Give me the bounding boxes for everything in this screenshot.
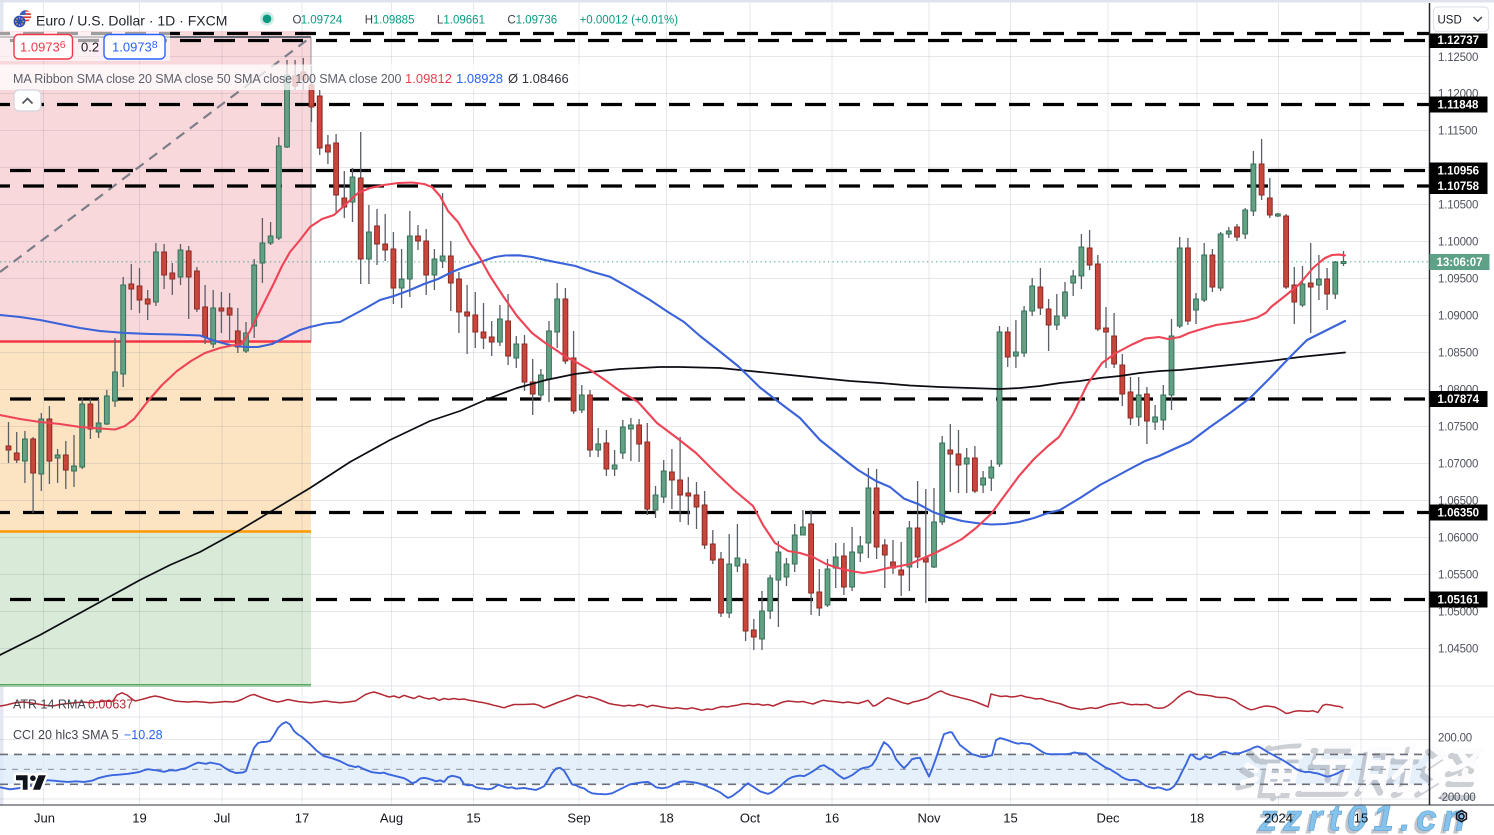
svg-text:Nov: Nov bbox=[917, 811, 941, 826]
svg-text:1.07874: 1.07874 bbox=[1438, 394, 1480, 406]
svg-text:Ø 1.08466: Ø 1.08466 bbox=[508, 71, 569, 86]
svg-text:CCI 20 hlc3 SMA 5: CCI 20 hlc3 SMA 5 bbox=[13, 728, 119, 742]
svg-text:15: 15 bbox=[466, 811, 480, 826]
svg-text:1.12500: 1.12500 bbox=[1438, 52, 1478, 64]
svg-text:1.06350: 1.06350 bbox=[1438, 508, 1480, 520]
svg-text:1.12737: 1.12737 bbox=[1438, 35, 1480, 47]
svg-text:Aug: Aug bbox=[380, 811, 403, 826]
svg-text:1.08500: 1.08500 bbox=[1438, 348, 1478, 360]
svg-text:0.00637: 0.00637 bbox=[88, 698, 133, 712]
svg-text:L: L bbox=[437, 15, 444, 27]
svg-text:16: 16 bbox=[825, 811, 839, 826]
svg-text:1.07500: 1.07500 bbox=[1438, 422, 1478, 434]
svg-text:1.08928: 1.08928 bbox=[456, 71, 503, 86]
svg-text:1.05161: 1.05161 bbox=[1438, 595, 1480, 607]
svg-text:Sep: Sep bbox=[567, 811, 590, 826]
svg-text:1.10956: 1.10956 bbox=[1438, 166, 1480, 178]
svg-text:MA Ribbon SMA close 20 SMA clo: MA Ribbon SMA close 20 SMA close 50 SMA … bbox=[13, 72, 402, 86]
svg-text:1.04500: 1.04500 bbox=[1438, 644, 1478, 656]
svg-text:1.10500: 1.10500 bbox=[1438, 200, 1478, 212]
svg-text:1.05500: 1.05500 bbox=[1438, 570, 1478, 582]
svg-text:1.09736: 1.09736 bbox=[20, 39, 66, 55]
svg-text:1.09736: 1.09736 bbox=[516, 15, 558, 27]
svg-text:1.10758: 1.10758 bbox=[1438, 181, 1480, 193]
svg-text:0.2: 0.2 bbox=[81, 40, 99, 55]
svg-text:1.09812: 1.09812 bbox=[405, 71, 452, 86]
svg-text:1.07000: 1.07000 bbox=[1438, 459, 1478, 471]
svg-text:+0.00012 (+0.01%): +0.00012 (+0.01%) bbox=[580, 15, 679, 27]
svg-text:zzrt01.cn: zzrt01.cn bbox=[1255, 801, 1468, 835]
svg-text:17: 17 bbox=[295, 811, 309, 826]
svg-text:USD: USD bbox=[1438, 15, 1462, 27]
svg-text:H: H bbox=[365, 15, 373, 27]
svg-text:Jun: Jun bbox=[34, 811, 55, 826]
svg-text:2024: 2024 bbox=[1264, 811, 1293, 826]
svg-text:zzrt01.cn: zzrt01.cn bbox=[1258, 798, 1471, 835]
svg-text:1.11848: 1.11848 bbox=[1438, 100, 1480, 112]
svg-text:1.09738: 1.09738 bbox=[112, 39, 158, 55]
svg-text:−10.28: −10.28 bbox=[124, 728, 163, 742]
svg-text:-200.00: -200.00 bbox=[1438, 792, 1476, 804]
svg-text:Jul: Jul bbox=[214, 811, 231, 826]
svg-text:18: 18 bbox=[1190, 811, 1204, 826]
svg-text:1.06000: 1.06000 bbox=[1438, 533, 1478, 545]
svg-text:13:06:07: 13:06:07 bbox=[1437, 257, 1483, 269]
svg-text:O: O bbox=[293, 15, 302, 27]
svg-text:C: C bbox=[507, 15, 515, 27]
svg-text:200.00: 200.00 bbox=[1438, 733, 1472, 745]
svg-text:1.09885: 1.09885 bbox=[373, 15, 415, 27]
svg-text:1.09500: 1.09500 bbox=[1438, 274, 1478, 286]
svg-text:Oct: Oct bbox=[740, 811, 761, 826]
svg-text:18: 18 bbox=[659, 811, 673, 826]
svg-text:1.09000: 1.09000 bbox=[1438, 311, 1478, 323]
svg-text:1.09724: 1.09724 bbox=[301, 15, 343, 27]
svg-text:ATR 14 RMA: ATR 14 RMA bbox=[13, 698, 86, 712]
svg-text:15: 15 bbox=[1003, 811, 1017, 826]
svg-text:19: 19 bbox=[132, 811, 146, 826]
svg-text:Dec: Dec bbox=[1096, 811, 1120, 826]
svg-text:1.09661: 1.09661 bbox=[443, 15, 485, 27]
svg-text:15: 15 bbox=[1354, 811, 1368, 826]
svg-text:1.05000: 1.05000 bbox=[1438, 607, 1478, 619]
svg-text:1.10000: 1.10000 bbox=[1438, 237, 1478, 249]
svg-text:1.11500: 1.11500 bbox=[1438, 126, 1477, 138]
svg-text:Euro / U.S. Dollar · 1D · FXCM: Euro / U.S. Dollar · 1D · FXCM bbox=[36, 13, 227, 29]
